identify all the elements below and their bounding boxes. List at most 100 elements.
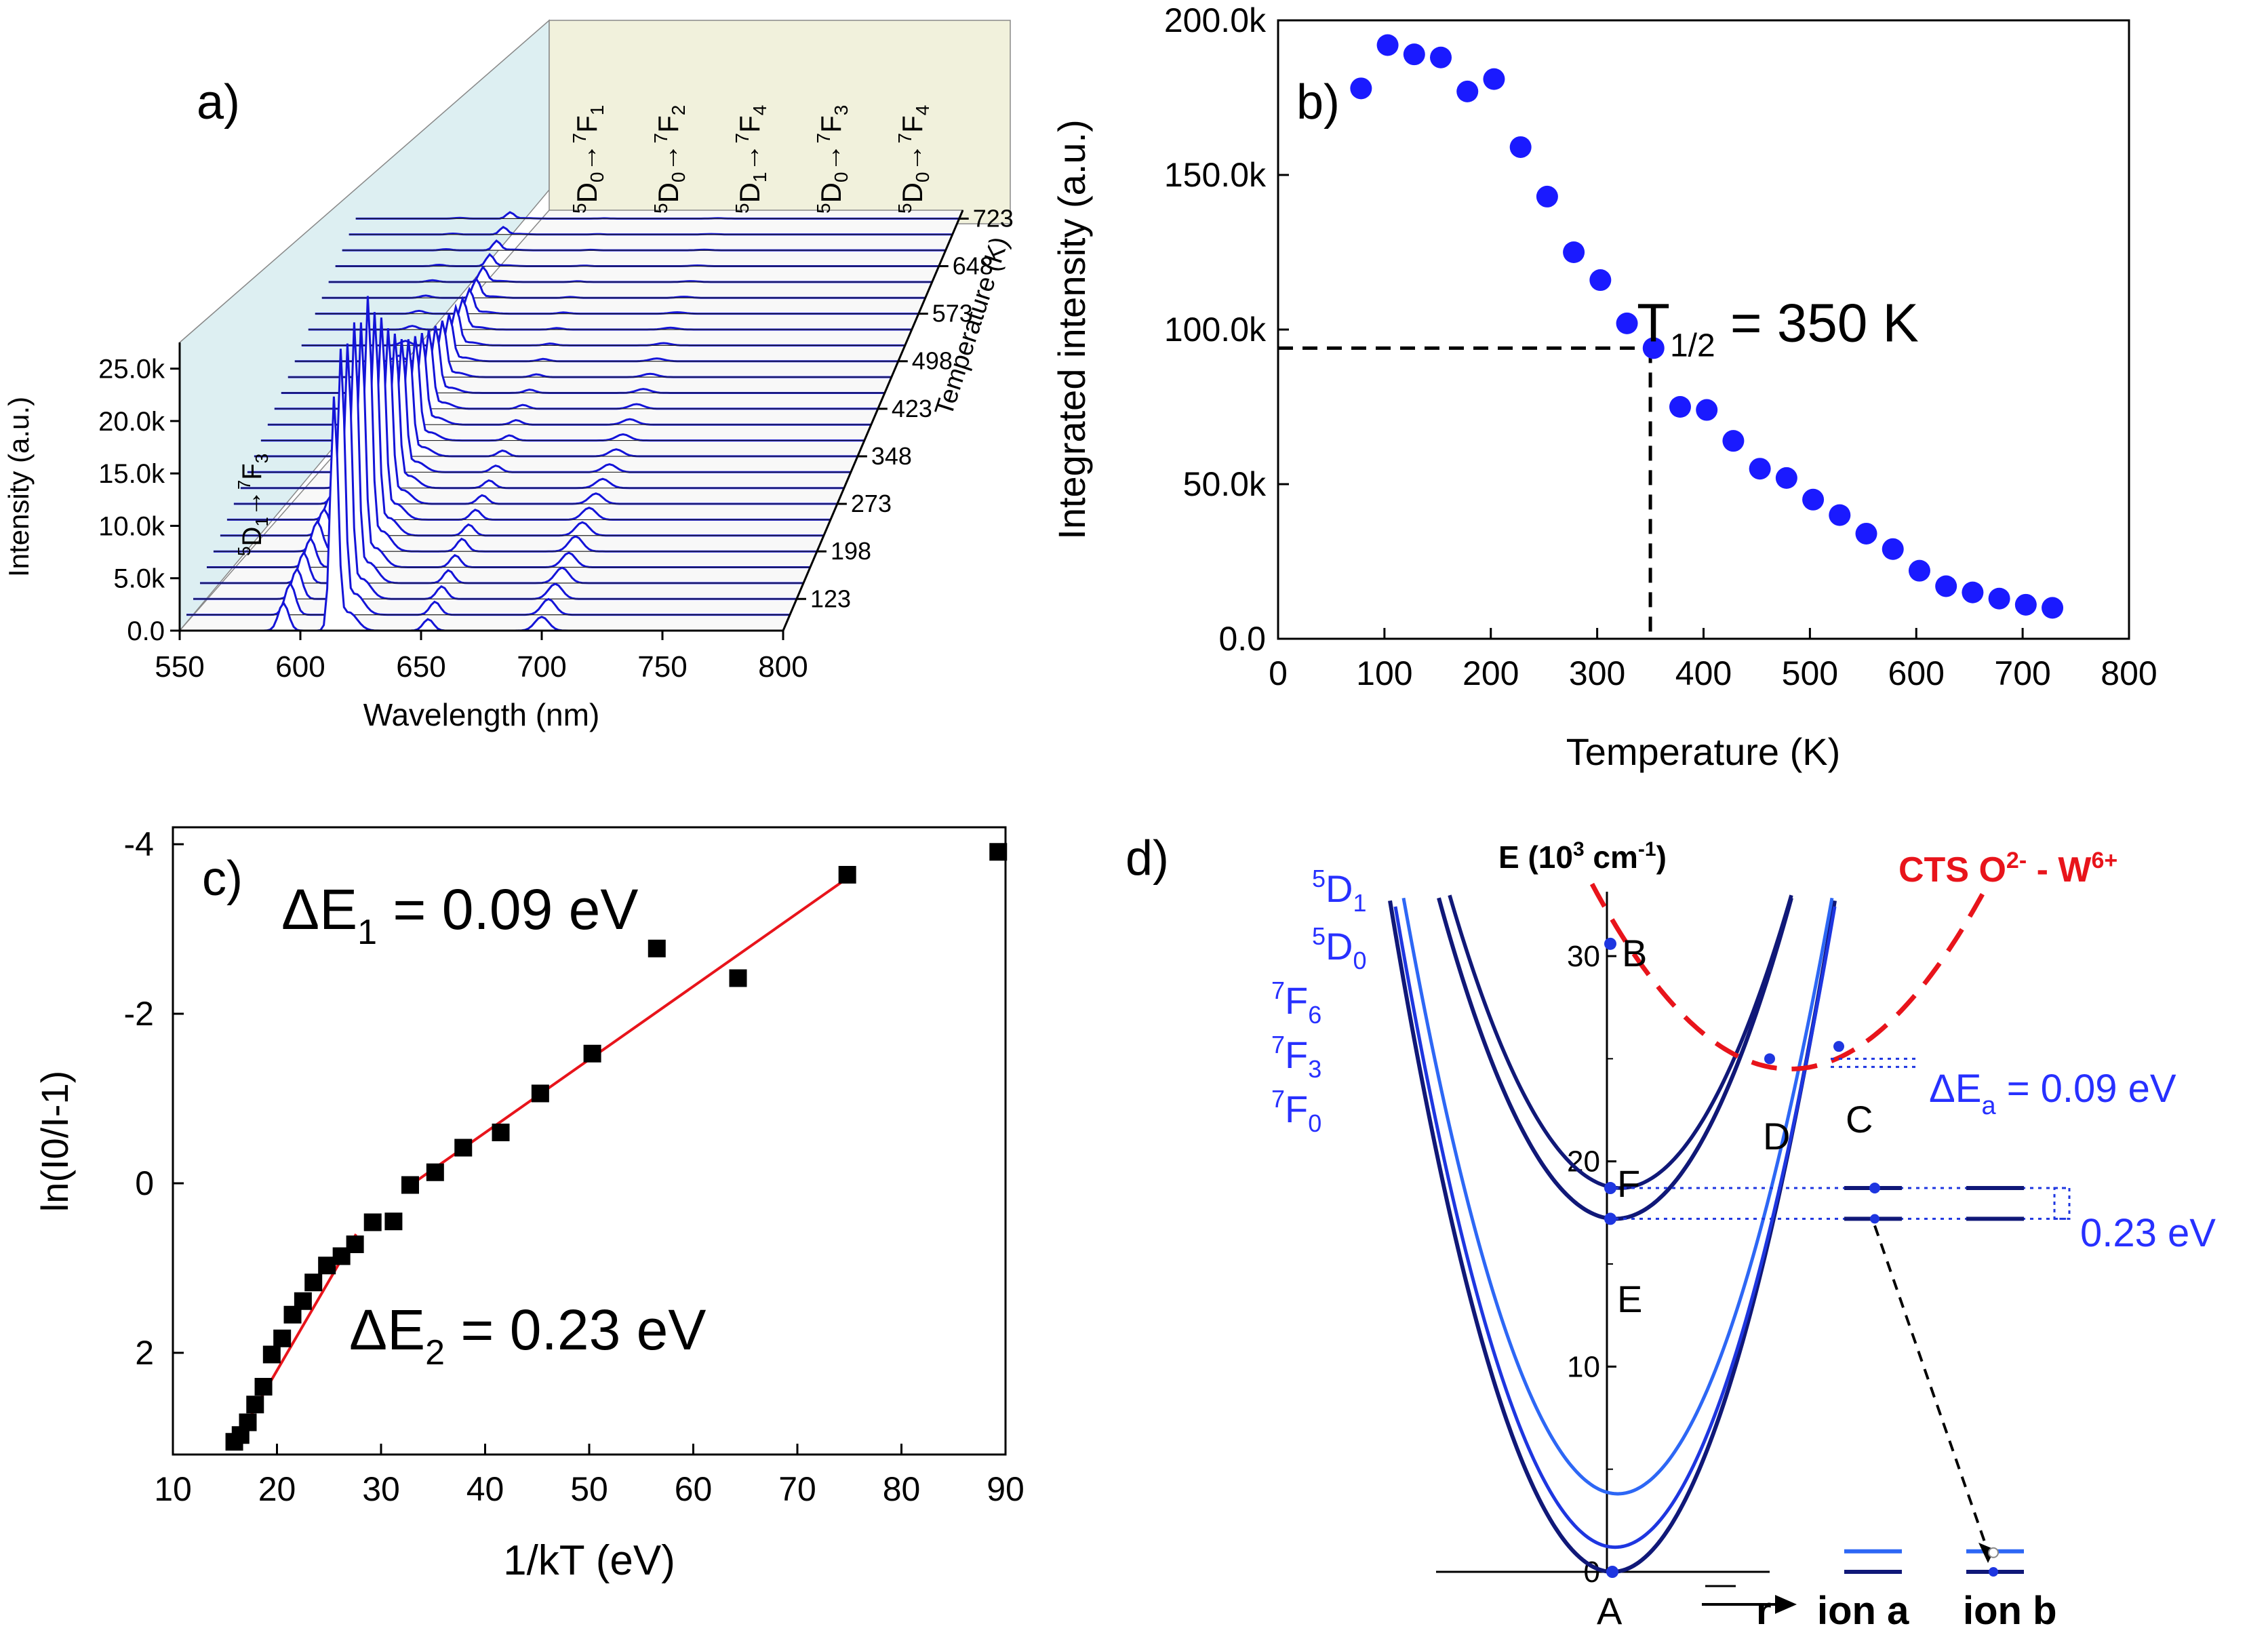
sub: 0 — [586, 172, 608, 183]
panel-b-x-tick-label: 100 — [1356, 654, 1412, 692]
level-pre: 7 — [1271, 1085, 1285, 1113]
panel-c-y-tick-label: -2 — [124, 995, 154, 1033]
panel-c-y-tick-label: 2 — [135, 1334, 154, 1372]
sub: 0 — [668, 172, 689, 183]
panel-c-point — [583, 1044, 601, 1063]
panel-d-marks — [1604, 937, 2071, 1578]
cts-sup2: 6+ — [2091, 848, 2117, 873]
panel-a-x-tick-label: 700 — [517, 650, 566, 684]
letter: F — [652, 115, 684, 133]
panel-b-point — [1430, 46, 1452, 68]
sup: 7 — [569, 133, 590, 144]
panel-d-curve-5D1 — [1448, 894, 1793, 1190]
panel-c-point — [531, 1084, 549, 1103]
panel-a-xlabel: Wavelength (nm) — [363, 697, 600, 732]
panel-b-point — [1988, 587, 2010, 610]
panel-c-point — [426, 1163, 444, 1181]
panel-c-point — [492, 1124, 510, 1141]
panel-a-legend-entry: 5D0→7F2 — [650, 105, 689, 214]
panel-a-y-tick-label: 10.0k — [98, 511, 165, 541]
panel-b-points — [1350, 34, 2064, 619]
t-rest: = 350 K — [1715, 292, 1919, 353]
panel-d-label: d) — [1126, 831, 1169, 886]
panel-c-point — [239, 1413, 257, 1431]
sup: 7 — [732, 133, 753, 144]
panel-b-label: b) — [1296, 75, 1340, 130]
panel-c-fit-line — [406, 877, 848, 1189]
panel-a-3d-spectra: 550 600 650 700 750 8000.05.0k10.0k15.0k20.0k… — [3, 19, 1014, 732]
ylabel-main: E (10 — [1498, 839, 1573, 875]
panel-a-y-tick-label: 0.0 — [127, 616, 165, 646]
level-main: F — [1285, 1033, 1308, 1076]
panel-a-z-axis — [782, 210, 964, 631]
sup: 7 — [234, 480, 254, 490]
ylabel-end: ) — [1656, 839, 1667, 875]
panel-b-x-tick-label: 200 — [1463, 654, 1519, 692]
panel-b-x-tick-label: 500 — [1782, 654, 1838, 692]
panel-d-point-label-C: C — [1846, 1098, 1873, 1141]
sub: 3 — [252, 454, 272, 463]
panel-a-z-tick-label: 348 — [871, 442, 912, 470]
panel-a-z-tick-label: 573 — [932, 300, 973, 328]
t-sub: 1/2 — [1670, 328, 1715, 363]
panel-d-curves — [1388, 882, 1988, 1575]
ridge-fill-mask — [355, 212, 959, 219]
panel-d-ion-b-point — [1989, 1567, 1998, 1577]
panel-d-delta-ea: ΔEa = 0.09 eV — [1929, 1067, 2176, 1120]
sup: 7 — [813, 133, 834, 144]
panel-d-transfer-arrow — [1873, 1225, 1989, 1552]
panel-a-legend-entry: 5D0→7F1 — [569, 105, 608, 214]
panel-c-point — [384, 1212, 403, 1231]
panel-b-x-tick-label: 400 — [1675, 654, 1732, 692]
panel-b-x-tick-label: 600 — [1888, 654, 1945, 692]
ridge-fill-mask — [180, 396, 783, 631]
panel-c-point — [346, 1235, 364, 1253]
panel-b-point — [1403, 43, 1425, 66]
panel-d-ylabel: E (103 cm-1) — [1498, 838, 1667, 875]
panel-d-level-label: 5D0 — [1312, 922, 1367, 974]
panel-d-point-label-F: F — [1617, 1162, 1640, 1205]
dea-main: ΔE — [1929, 1067, 1981, 1111]
panel-c-point — [729, 969, 747, 987]
sub: 1 — [586, 105, 608, 116]
panel-d-delta-e2: 0.23 eV — [2080, 1211, 2216, 1255]
panel-b-point — [1908, 559, 1930, 582]
panel-d-y-tick-label: 10 — [1567, 1350, 1600, 1383]
panel-b-point — [1802, 488, 1825, 511]
ylabel-sup: 3 — [1573, 838, 1585, 861]
panel-c-x-tick-label: 30 — [362, 1470, 400, 1508]
sub: 4 — [912, 105, 933, 116]
panel-d-gap-bracket — [2053, 1187, 2071, 1220]
panel-d-point-d — [1764, 1053, 1775, 1065]
panel-b-point — [1749, 458, 1771, 480]
panel-b-point — [2014, 593, 2037, 616]
panel-c-xlabel: 1/kT (eV) — [503, 1537, 675, 1584]
panel-b-point — [1376, 34, 1399, 56]
level-pre: 5 — [1312, 865, 1326, 892]
anno-sub: 2 — [425, 1333, 445, 1372]
level-sub: 6 — [1308, 1001, 1321, 1029]
panel-d-curve-7F3 — [1393, 906, 1837, 1549]
anno-rest: = 0.23 eV — [445, 1298, 706, 1362]
panel-a-x-tick-label: 800 — [758, 650, 808, 684]
letter: D — [734, 182, 765, 203]
letter: D — [815, 182, 847, 203]
panel-b-point — [1722, 430, 1745, 452]
letter: D — [237, 527, 267, 547]
panel-c-point — [989, 843, 1008, 861]
level-pre: 5 — [1312, 922, 1326, 950]
panel-b-x-tick-label: 800 — [2101, 654, 2157, 692]
panel-d-level-label: 7F6 — [1271, 976, 1321, 1029]
sub: 1 — [749, 172, 770, 183]
ridge-fill-mask — [335, 254, 939, 266]
ylabel-sup2: -1 — [1638, 838, 1656, 861]
panel-d-r-arrow-head — [1775, 1595, 1797, 1614]
panel-c-delta-e1: ΔE1 = 0.09 eV — [281, 877, 638, 952]
panel-b-xlabel: Temperature (K) — [1566, 730, 1841, 773]
level-sub: 0 — [1353, 947, 1366, 974]
panel-c-y-tick-label: 0 — [135, 1164, 154, 1202]
panel-b-y-tick-label: 150.0k — [1164, 156, 1267, 194]
